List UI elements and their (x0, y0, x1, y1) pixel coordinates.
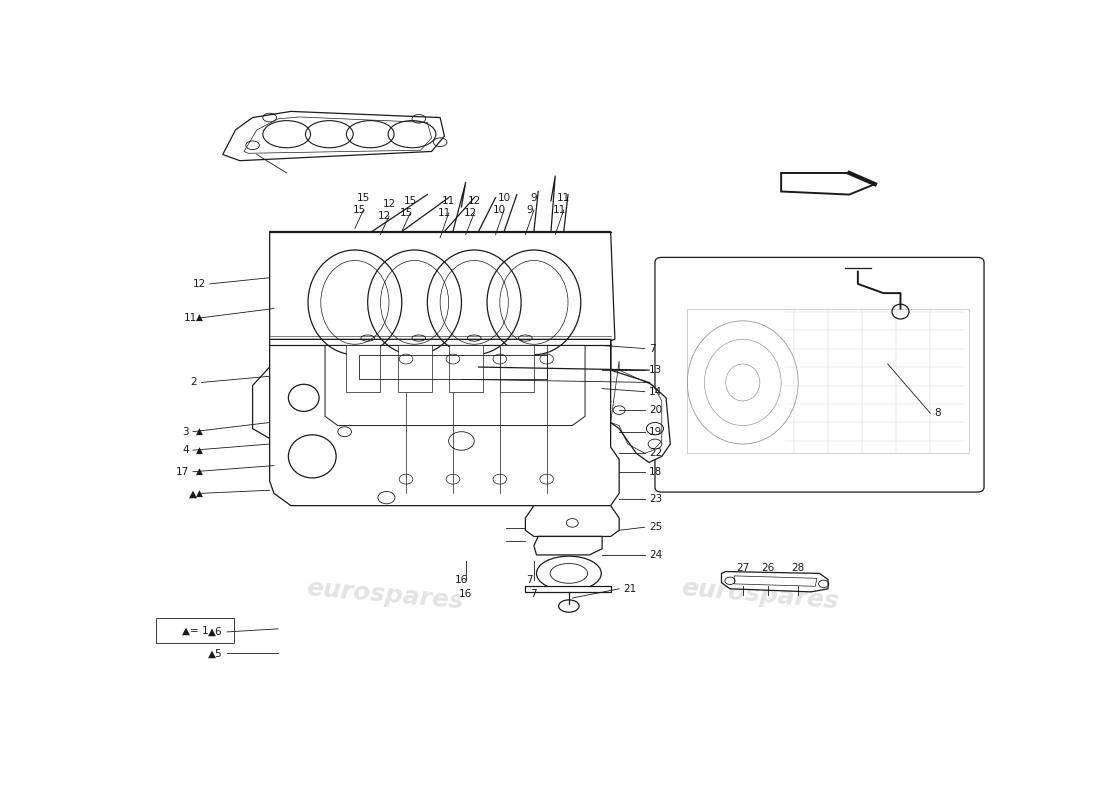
Text: 17: 17 (175, 466, 189, 477)
Polygon shape (397, 346, 431, 392)
Text: ▲5: ▲5 (208, 649, 222, 658)
Text: 12: 12 (383, 198, 396, 209)
Polygon shape (222, 111, 444, 161)
Text: eurospares: eurospares (305, 268, 464, 306)
Text: 15: 15 (399, 208, 412, 218)
Polygon shape (499, 346, 534, 392)
Polygon shape (326, 346, 585, 426)
Text: 16: 16 (454, 574, 469, 585)
Polygon shape (526, 506, 619, 537)
Text: 9: 9 (530, 193, 537, 202)
Polygon shape (781, 173, 875, 194)
Text: ▲6: ▲6 (208, 627, 222, 637)
Polygon shape (346, 346, 381, 392)
Text: 28: 28 (792, 563, 805, 574)
Text: 12: 12 (463, 208, 476, 218)
Text: 12: 12 (378, 211, 392, 221)
Text: 10: 10 (497, 193, 510, 202)
FancyBboxPatch shape (654, 258, 984, 492)
Text: 3: 3 (182, 426, 189, 437)
Text: 11: 11 (184, 313, 197, 322)
Text: 11: 11 (553, 205, 566, 215)
Text: 14: 14 (649, 386, 662, 397)
Text: 13: 13 (649, 365, 662, 375)
Text: 9: 9 (526, 205, 534, 215)
Text: 12: 12 (192, 279, 206, 289)
Text: eurospares: eurospares (680, 268, 839, 306)
Text: ▲: ▲ (196, 467, 204, 476)
Text: 10: 10 (493, 205, 506, 215)
Text: eurospares: eurospares (305, 576, 464, 614)
Text: eurospares: eurospares (305, 422, 464, 460)
Polygon shape (526, 586, 610, 592)
Text: 15: 15 (356, 193, 370, 202)
Text: 8: 8 (935, 408, 942, 418)
Polygon shape (253, 231, 615, 441)
Text: 11: 11 (438, 208, 451, 218)
Text: 4: 4 (182, 445, 189, 455)
Text: ▲: ▲ (196, 427, 204, 436)
Text: 24: 24 (649, 550, 662, 560)
Text: 2: 2 (190, 378, 197, 387)
Text: ▲: ▲ (196, 314, 204, 322)
Text: 7: 7 (530, 589, 537, 598)
Text: 26: 26 (761, 563, 776, 574)
Polygon shape (449, 346, 483, 392)
Text: 25: 25 (649, 522, 662, 532)
Text: eurospares: eurospares (680, 576, 839, 614)
Text: 18: 18 (649, 466, 662, 477)
Polygon shape (270, 339, 619, 506)
Text: ▲: ▲ (189, 488, 197, 498)
Text: 15: 15 (404, 196, 417, 206)
Text: 27: 27 (736, 563, 749, 574)
Polygon shape (534, 537, 602, 555)
Text: 7: 7 (526, 574, 534, 585)
Text: 12: 12 (468, 196, 481, 206)
Text: 21: 21 (624, 584, 637, 594)
Text: 11: 11 (557, 193, 571, 202)
Text: 15: 15 (352, 205, 366, 215)
Text: ▲: ▲ (196, 446, 204, 454)
Text: eurospares: eurospares (680, 422, 839, 460)
Text: 19: 19 (649, 426, 662, 437)
Ellipse shape (537, 556, 602, 590)
Text: 16: 16 (459, 589, 472, 598)
Polygon shape (722, 571, 828, 592)
Text: 23: 23 (649, 494, 662, 505)
Text: 11: 11 (442, 196, 455, 206)
Text: ▲= 1: ▲= 1 (182, 626, 208, 635)
Text: ▲: ▲ (196, 489, 204, 498)
Text: 7: 7 (649, 343, 656, 354)
Text: 22: 22 (649, 448, 662, 458)
Text: 20: 20 (649, 405, 662, 415)
Polygon shape (610, 339, 670, 462)
